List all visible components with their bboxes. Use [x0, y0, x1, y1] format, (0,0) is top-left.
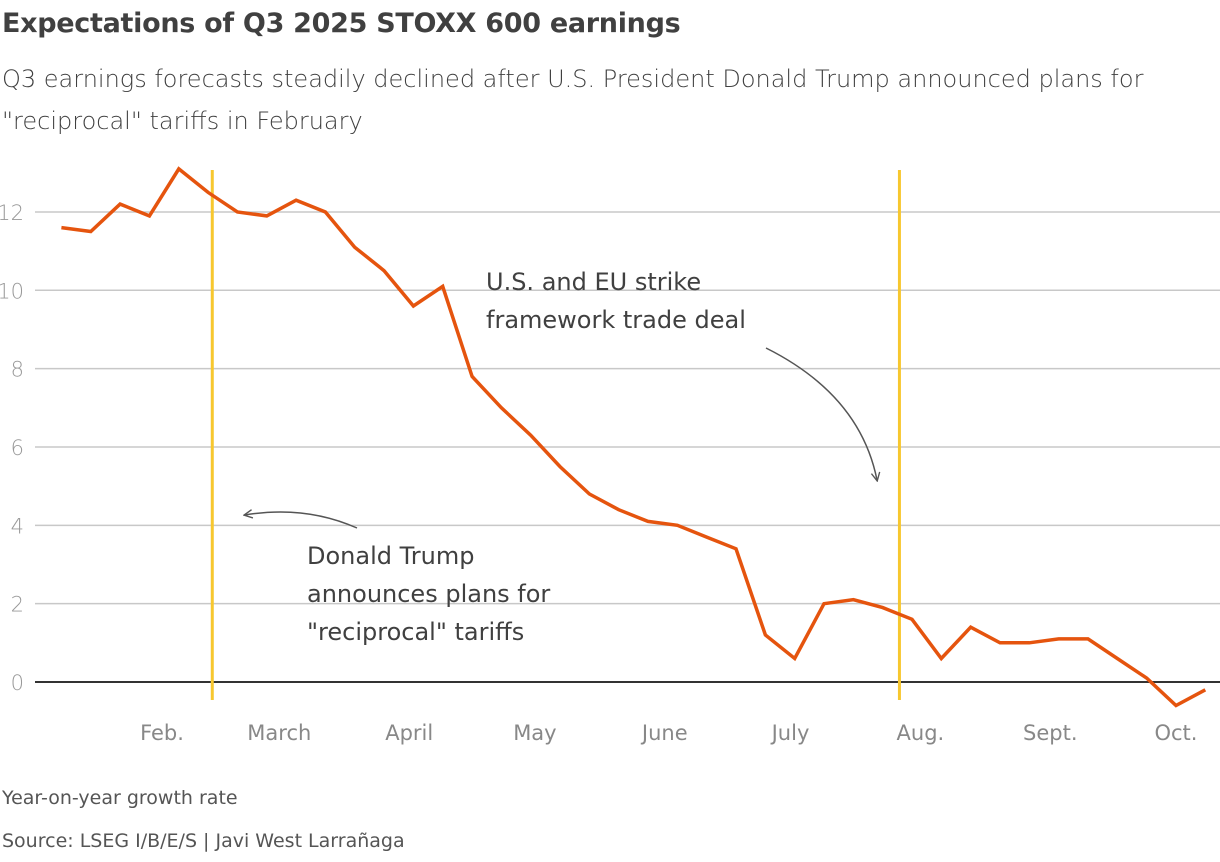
y-axis-note: Year-on-year growth rate: [2, 787, 238, 809]
x-tick-label: July: [770, 721, 810, 745]
event-annotation: U.S. and EU strike framework trade deal: [486, 268, 746, 334]
y-tick-label: 8: [11, 358, 24, 382]
y-tick-label: 6: [11, 436, 24, 460]
x-tick-label: March: [247, 721, 311, 745]
y-tick-label: 0: [11, 671, 24, 695]
event-annotation: Donald Trump announces plans for "reciproc…: [307, 542, 550, 646]
y-tick-label: 4: [11, 514, 24, 538]
x-tick-label: April: [385, 721, 433, 745]
x-tick-label: June: [640, 721, 688, 745]
y-tick-label: 10: [0, 279, 24, 303]
chart-title: Expectations of Q3 2025 STOXX 600 earnin…: [2, 8, 681, 39]
y-tick-label: 12: [0, 201, 24, 225]
y-tick-label: 2: [11, 593, 24, 617]
x-tick-label: Sept.: [1023, 721, 1078, 745]
source-credit: Source: LSEG I/B/E/S | Javi West Larraña…: [2, 830, 405, 852]
x-tick-label: Aug.: [897, 721, 945, 745]
series-line: [61, 166, 1207, 708]
x-tick-label: May: [513, 721, 556, 745]
annotation-arrow-trade-deal: [765, 347, 877, 480]
chart-subtitle: Q3 earnings forecasts steadily declined …: [2, 65, 1144, 135]
x-tick-label: Oct.: [1154, 721, 1197, 745]
x-tick-label: Feb.: [140, 721, 184, 745]
annotation-arrow-tariffs: [245, 512, 358, 529]
